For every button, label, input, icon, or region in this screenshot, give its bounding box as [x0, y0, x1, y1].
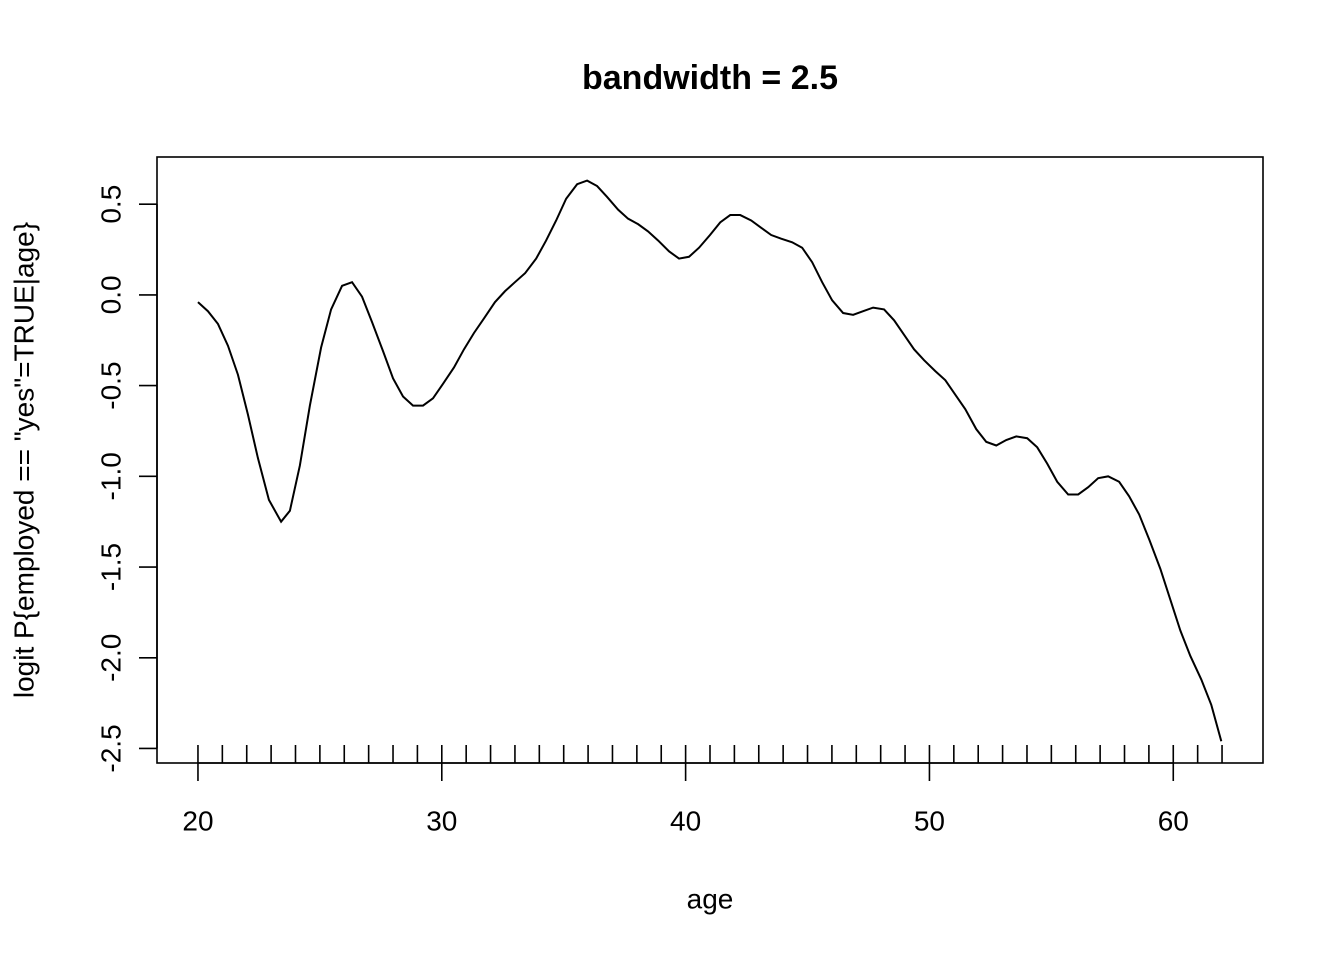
x-tick-label: 50: [914, 805, 945, 836]
y-tick-label: -1.0: [95, 452, 126, 500]
x-tick-label: 60: [1158, 805, 1189, 836]
data-line: [197, 179, 1223, 742]
x-tick-label: 20: [182, 805, 213, 836]
y-tick-label: -0.5: [95, 361, 126, 409]
y-tick-label: -1.5: [95, 543, 126, 591]
y-tick-label: -2.5: [95, 724, 126, 772]
x-tick-label: 30: [426, 805, 457, 836]
x-axis-label: age: [687, 883, 734, 914]
y-tick-label: -2.0: [95, 634, 126, 682]
y-tick-label: 0.0: [95, 275, 126, 314]
x-tick-label: 40: [670, 805, 701, 836]
chart-title: bandwidth = 2.5: [582, 59, 838, 97]
y-axis-label: logit P{employed == "yes"=TRUE|age}: [8, 222, 39, 698]
y-tick-label: 0.5: [95, 185, 126, 224]
